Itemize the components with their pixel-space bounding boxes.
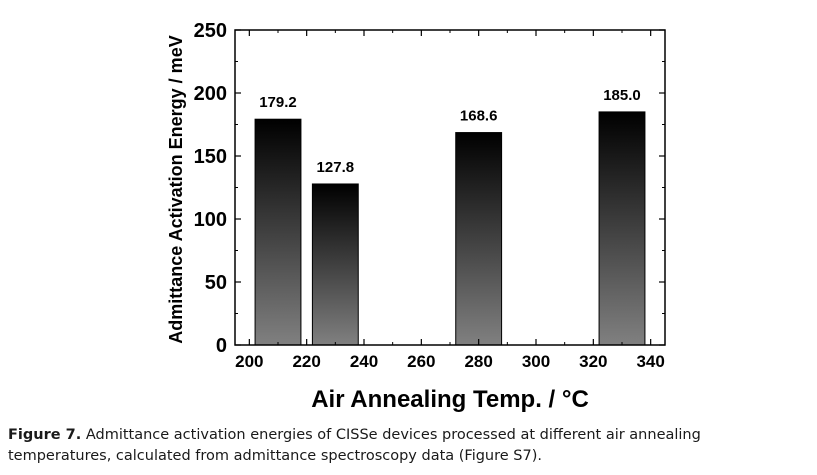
data-label: 185.0 — [603, 87, 641, 104]
x-tick-label: 280 — [464, 352, 492, 371]
data-label: 179.2 — [259, 94, 297, 111]
data-label: 127.8 — [317, 159, 355, 176]
x-tick-label: 260 — [407, 352, 435, 371]
x-tick-label: 240 — [350, 352, 378, 371]
bar-chart: 179.2 127.8 168.6 185.0 200 220 240 260 280 300 32… — [166, 20, 666, 413]
y-tick-label: 200 — [194, 83, 227, 105]
y-tick-label: 100 — [194, 209, 227, 231]
bar — [455, 132, 503, 346]
y-tick-label: 50 — [205, 272, 227, 294]
caption-text: Admittance activation energies of CISSe … — [8, 427, 701, 464]
y-tick-label: 150 — [194, 146, 227, 168]
bar — [311, 183, 359, 346]
caption-lead: Figure 7. — [8, 427, 82, 443]
figure-caption: Figure 7. Admittance activation energies… — [8, 425, 808, 467]
x-tick-label: 200 — [235, 352, 263, 371]
bar — [254, 118, 302, 346]
y-tick-label: 0 — [216, 335, 227, 357]
y-tick-label: 250 — [194, 20, 227, 42]
x-tick-label: 220 — [292, 352, 320, 371]
x-axis-title: Air Annealing Temp. / °C — [311, 386, 589, 413]
data-label: 168.6 — [460, 108, 498, 125]
x-tick-label: 300 — [522, 352, 550, 371]
x-tick-label: 320 — [579, 352, 607, 371]
x-tick-label: 340 — [636, 352, 664, 371]
bar — [598, 111, 646, 346]
y-axis-title: Admittance Activation Energy / meV — [166, 35, 186, 343]
